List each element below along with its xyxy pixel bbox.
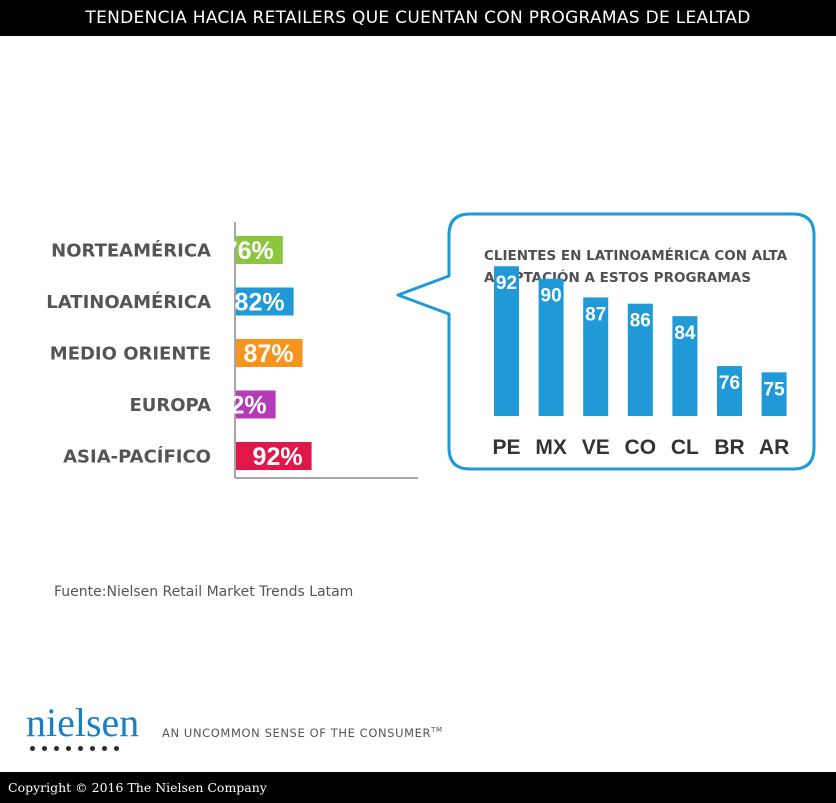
country-label: VE (582, 436, 610, 459)
footer-bar: Copyright © 2016 The Nielsen Company (0, 772, 836, 803)
latam-column (717, 366, 742, 416)
logo-wordmark: nielsen (26, 700, 140, 745)
inset-chart-title-line: CLIENTES EN LATINOAMÉRICA CON ALTA (484, 247, 788, 264)
region-label: LATINOAMÉRICA (46, 291, 211, 313)
trademark-mark: TM (431, 726, 443, 735)
latam-column (761, 372, 787, 416)
country-label: MX (535, 436, 567, 459)
bar-value-label: 76% (224, 237, 274, 265)
column-value-label: 86 (630, 311, 651, 332)
latam-column (538, 278, 564, 416)
latam-column-chart: CLIENTES EN LATINOAMÉRICA CON ALTA ACEPTA… (484, 247, 789, 459)
region-bar (236, 390, 276, 419)
latam-column (672, 316, 698, 416)
latam-column (583, 297, 609, 416)
tagline: AN UNCOMMON SENSE OF THE CONSUMERTM (162, 726, 443, 740)
column-value-label: 75 (764, 379, 786, 400)
column-value-label: 90 (541, 286, 562, 307)
bar-value-label: 92% (253, 443, 303, 471)
country-label: CO (625, 436, 657, 459)
latam-column (627, 303, 653, 416)
region-bar (236, 287, 294, 316)
bar-value-label: 72% (217, 392, 267, 420)
country-label: BR (714, 436, 744, 459)
bar-value-label: 82% (235, 289, 285, 317)
copyright-text: Copyright © 2016 The Nielsen Company (8, 780, 267, 795)
column-value-label: 92 (496, 273, 517, 294)
chart-header: TENDENCIA HACIA RETAILERS QUE CUENTAN CO… (0, 0, 836, 36)
bar-value-label: 87% (244, 340, 294, 368)
logo-dots (26, 746, 156, 751)
column-value-label: 76 (719, 373, 740, 394)
chart-title: TENDENCIA HACIA RETAILERS QUE CUENTAN CO… (85, 8, 751, 28)
tagline-text: AN UNCOMMON SENSE OF THE CONSUMER (162, 726, 432, 740)
latam-column (494, 266, 519, 416)
column-value-label: 87 (585, 304, 606, 325)
inset-chart-title-line: ACEPTACIÓN A ESTOS PROGRAMAS (484, 268, 751, 286)
region-label: ASIA-PACÍFICO (63, 446, 211, 468)
region-label: MEDIO ORIENTE (50, 344, 211, 365)
column-value-label: 84 (674, 323, 696, 344)
region-label: EUROPA (129, 395, 211, 416)
region-bar (236, 339, 303, 367)
country-label: PE (492, 436, 520, 459)
source-note: Fuente:Nielsen Retail Market Trends Lata… (54, 584, 354, 600)
region-bar (236, 442, 312, 470)
region-bar-chart: NORTEAMÉRICA 76% LATINOAMÉRICA 82% MEDIO ORI… (46, 222, 418, 479)
country-label: CL (671, 436, 699, 459)
country-label: AR (759, 436, 789, 459)
nielsen-logo: nielsen (26, 703, 156, 751)
region-bar (236, 236, 283, 264)
region-label: NORTEAMÉRICA (51, 240, 211, 262)
